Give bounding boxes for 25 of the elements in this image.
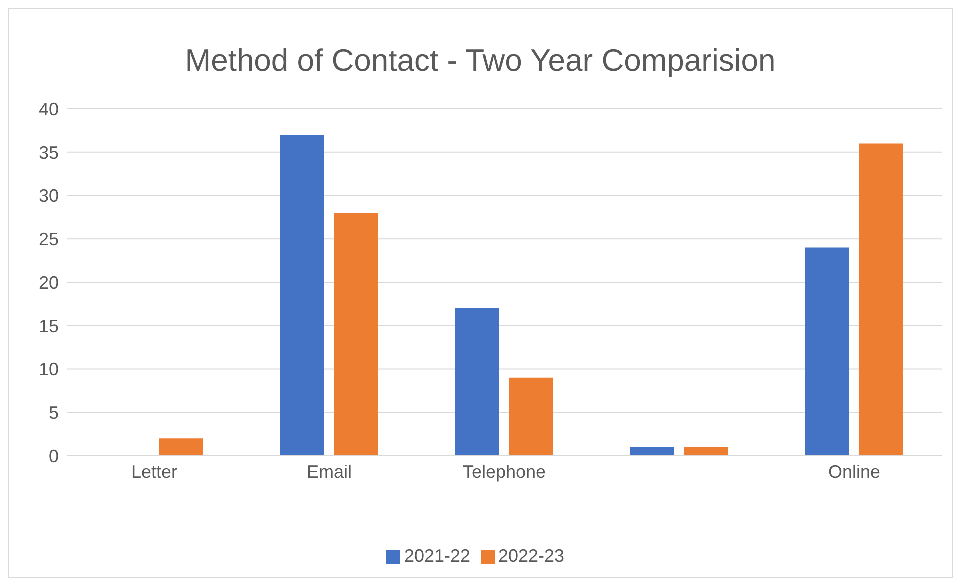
y-tick-label: 5 xyxy=(48,403,59,424)
x-tick-label: Online xyxy=(828,462,881,482)
legend-label: 2021-22 xyxy=(404,546,470,566)
bar xyxy=(456,308,500,456)
y-tick-label: 35 xyxy=(38,142,59,163)
y-tick-label: 15 xyxy=(38,316,59,336)
y-tick-label: 30 xyxy=(38,186,59,206)
bar xyxy=(860,144,904,456)
y-tick-label: 10 xyxy=(38,360,59,380)
legend-label: 2022-23 xyxy=(498,546,565,566)
y-tick-label: 20 xyxy=(38,272,59,293)
y-tick-label: 0 xyxy=(48,446,59,466)
bar xyxy=(160,438,204,456)
y-tick-label: 25 xyxy=(38,230,59,250)
bar xyxy=(280,135,324,456)
bar xyxy=(806,248,850,456)
bar xyxy=(334,213,378,456)
x-tick-label: Letter xyxy=(131,462,178,482)
x-tick-label: Telephone xyxy=(462,462,546,482)
chart-title: Method of Contact - Two Year Comparision xyxy=(184,43,777,79)
y-tick-label: 40 xyxy=(38,99,59,120)
bar xyxy=(630,447,674,456)
x-tick-label: Email xyxy=(306,462,352,482)
bar xyxy=(510,378,554,456)
bar xyxy=(684,447,728,456)
